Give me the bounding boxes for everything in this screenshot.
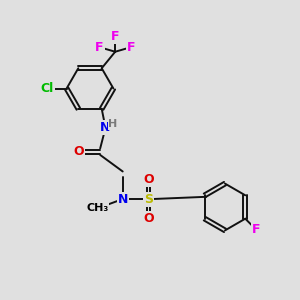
Text: F: F: [127, 41, 135, 54]
Text: N: N: [100, 121, 110, 134]
Text: F: F: [251, 223, 260, 236]
Text: N: N: [118, 193, 128, 206]
Text: O: O: [143, 173, 154, 186]
Text: Cl: Cl: [40, 82, 54, 95]
Text: O: O: [143, 212, 154, 225]
Text: CH₃: CH₃: [86, 203, 108, 213]
Text: F: F: [111, 30, 119, 43]
Text: F: F: [95, 41, 104, 54]
Text: O: O: [73, 146, 84, 158]
Text: S: S: [144, 193, 153, 206]
Text: H: H: [109, 119, 118, 129]
